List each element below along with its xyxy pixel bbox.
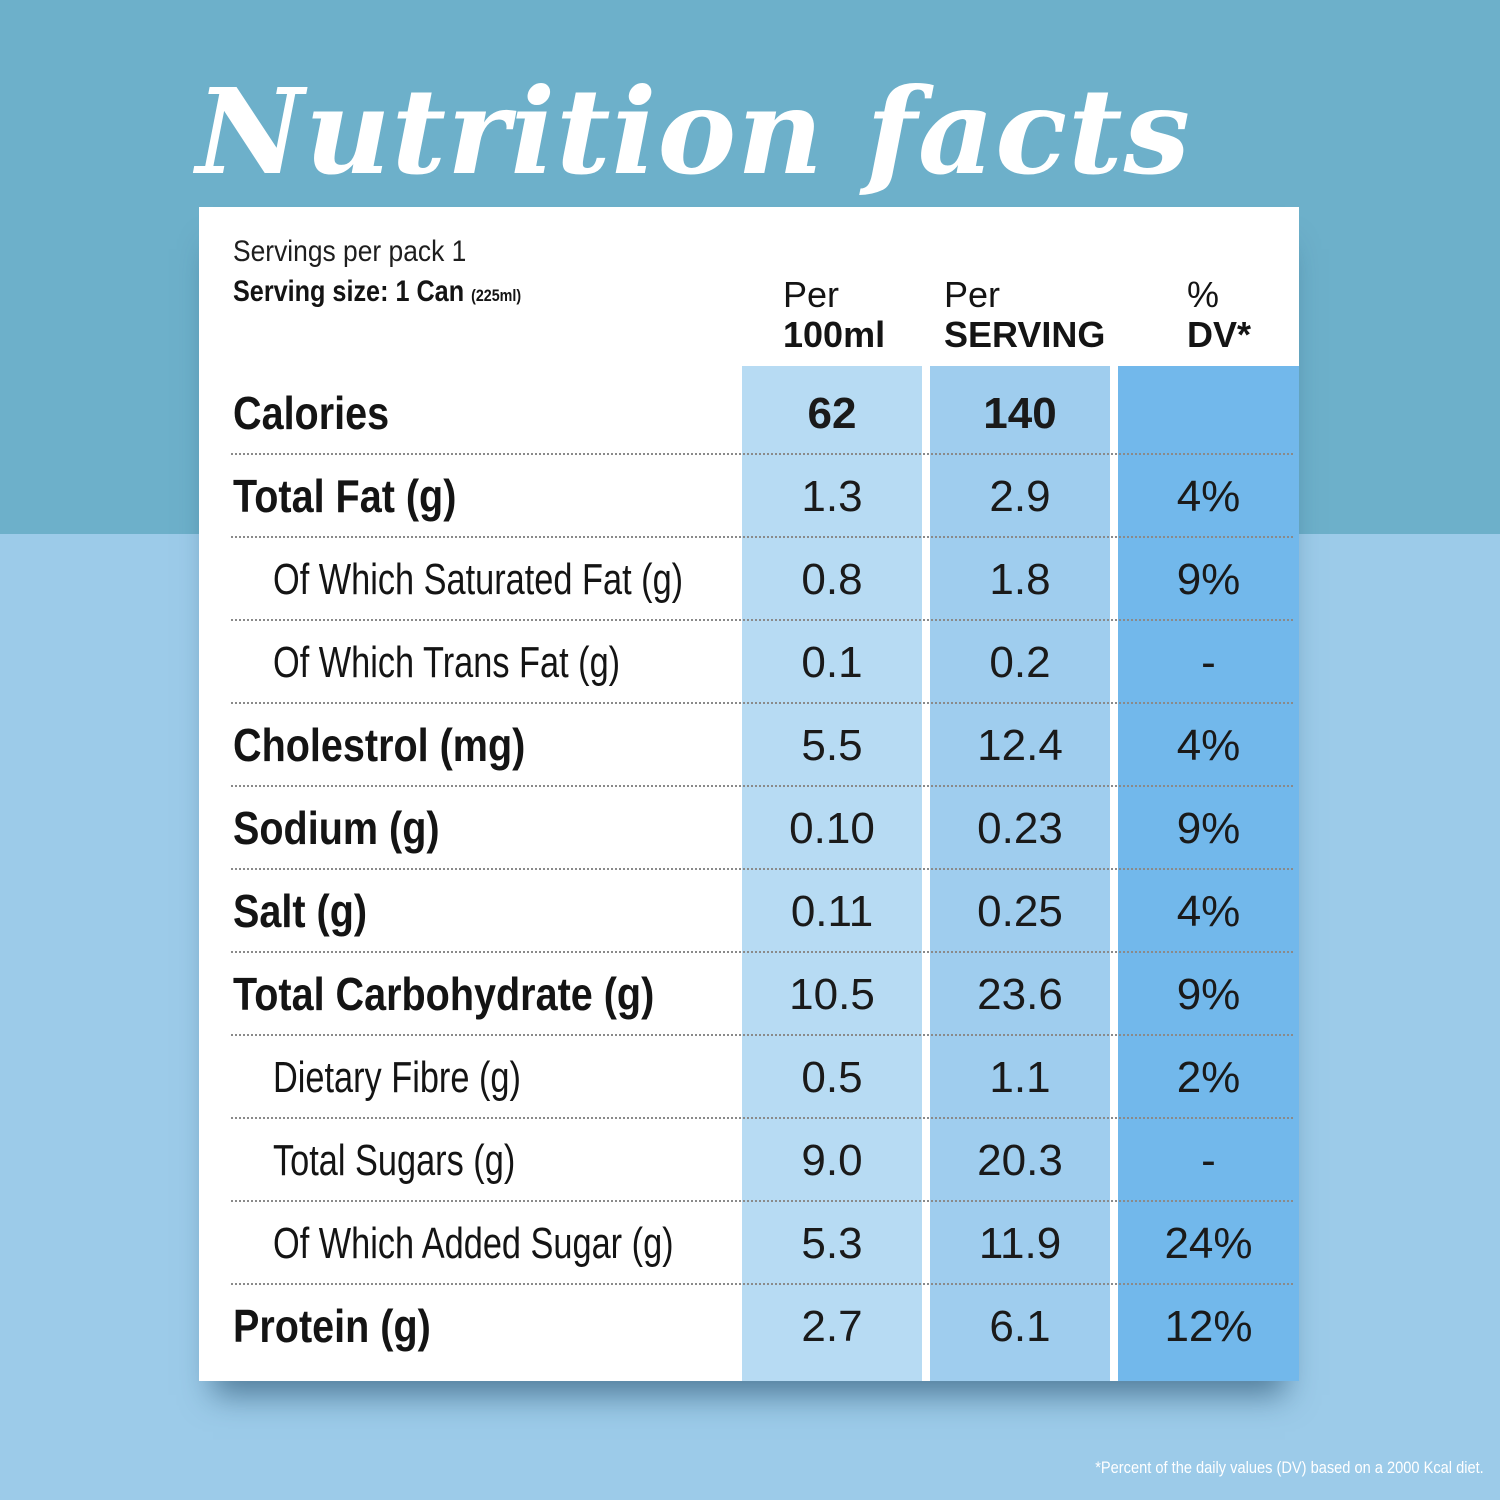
column-header-top: % [1187,274,1220,315]
per-100ml-value: 1.3 [801,472,863,521]
per-100ml-value: 0.10 [789,804,875,853]
column-header-per-serving: Per SERVING [944,275,1105,355]
row-divider [231,619,1293,621]
table-row-added-sugar: Of Which Added Sugar (g) 5.3 11.9 24% [199,1202,1299,1285]
per-100ml-value: 10.5 [789,970,875,1019]
nutrient-label: Total Fat (g) [233,470,457,522]
table-row-saturated-fat: Of Which Saturated Fat (g) 0.8 1.8 9% [199,538,1299,621]
daily-value-footnote: *Percent of the daily values (DV) based … [1095,1458,1484,1477]
daily-value-percent: 12% [1164,1302,1253,1351]
nutrient-label: Cholestrol (mg) [233,719,526,771]
daily-value-column-background [1118,366,1299,1381]
nutrient-label: Salt (g) [233,885,368,937]
row-divider [231,536,1293,538]
row-divider [231,868,1293,870]
daily-value-percent: 24% [1164,1219,1253,1268]
per-100ml-value: 0.5 [801,1053,863,1102]
per-100ml-value: 0.1 [801,638,863,687]
nutrient-label: Calories [233,387,390,439]
per-100ml-value: 5.3 [801,1219,863,1268]
per-serving-value: 6.1 [989,1302,1051,1351]
column-header-bottom: 100ml [783,314,886,355]
per-100ml-value: 5.5 [801,721,863,770]
row-divider [231,1117,1293,1119]
column-header-bottom: DV* [1187,314,1252,355]
table-row-trans-fat: Of Which Trans Fat (g) 0.1 0.2 - [199,621,1299,704]
per-serving-value: 0.23 [977,804,1063,853]
row-divider [231,785,1293,787]
daily-value-percent: 4% [1176,721,1241,770]
table-row-total-carbohydrate: Total Carbohydrate (g) 10.5 23.6 9% [199,953,1299,1036]
daily-value-percent: 2% [1176,1053,1241,1102]
row-divider [231,453,1293,455]
table-row-calories: Calories 62 140 [199,372,1299,455]
daily-value-percent: 9% [1176,804,1241,853]
per-serving-value: 0.25 [977,887,1063,936]
table-row-total-fat: Total Fat (g) 1.3 2.9 4% [199,455,1299,538]
per-serving-column-background [930,366,1110,1381]
table-row-cholestrol: Cholestrol (mg) 5.5 12.4 4% [199,704,1299,787]
daily-value-percent: 4% [1176,887,1241,936]
nutrient-label: Total Carbohydrate (g) [233,968,655,1020]
per-100ml-value: 2.7 [801,1302,863,1351]
per-serving-value: 1.8 [989,555,1051,604]
column-header-per-100ml: Per 100ml [783,275,885,355]
nutrient-label: Of Which Saturated Fat (g) [273,555,684,604]
page-title: Nutrition facts [196,62,1192,201]
nutrient-label: Protein (g) [233,1300,431,1352]
per-100ml-value: 0.8 [801,555,863,604]
servings-per-pack: Servings per pack 1 [233,235,467,268]
daily-value-percent: 9% [1176,555,1241,604]
table-row-dietary-fibre: Dietary Fibre (g) 0.5 1.1 2% [199,1036,1299,1119]
row-divider [231,1283,1293,1285]
per-serving-value: 23.6 [977,970,1063,1019]
nutrient-label: Of Which Added Sugar (g) [273,1219,674,1268]
table-row-total-sugars: Total Sugars (g) 9.0 20.3 - [199,1119,1299,1202]
daily-value-percent [1118,372,1299,455]
daily-value-percent: 9% [1176,970,1241,1019]
serving-size: Serving size: 1 Can (225ml) [233,275,521,309]
per-serving-value: 11.9 [978,1219,1062,1268]
daily-value-percent: 4% [1176,472,1241,521]
nutrient-label: Dietary Fibre (g) [273,1053,521,1102]
daily-value-percent: - [1201,638,1216,687]
table-row-sodium: Sodium (g) 0.10 0.23 9% [199,787,1299,870]
column-header-top: Per [783,274,840,315]
row-divider [231,951,1293,953]
row-divider [231,1034,1293,1036]
column-header-bottom: SERVING [944,314,1106,355]
table-row-salt: Salt (g) 0.11 0.25 4% [199,870,1299,953]
per-serving-value: 140 [983,389,1057,438]
column-header-daily-value: % DV* [1187,275,1251,355]
nutrition-table-panel: Servings per pack 1 Serving size: 1 Can … [199,207,1299,1381]
row-divider [231,702,1293,704]
per-serving-value: 20.3 [977,1136,1063,1185]
nutrient-label: Of Which Trans Fat (g) [273,638,621,687]
serving-size-ml: (225ml) [471,286,522,305]
serving-size-label: Serving size: 1 Can [233,275,465,308]
nutrient-label: Sodium (g) [233,802,440,854]
daily-value-percent: - [1201,1136,1216,1185]
per-serving-value: 0.2 [989,638,1051,687]
column-header-top: Per [944,274,1001,315]
per-serving-value: 1.1 [989,1053,1051,1102]
per-100ml-value: 9.0 [801,1136,863,1185]
per-100ml-value: 0.11 [790,887,874,936]
per-100ml-column-background [742,366,922,1381]
per-serving-value: 2.9 [989,472,1051,521]
per-serving-value: 12.4 [977,721,1063,770]
nutrient-label: Total Sugars (g) [273,1136,516,1185]
table-row-protein: Protein (g) 2.7 6.1 12% [199,1285,1299,1368]
per-100ml-value: 62 [807,389,857,438]
row-divider [231,1200,1293,1202]
